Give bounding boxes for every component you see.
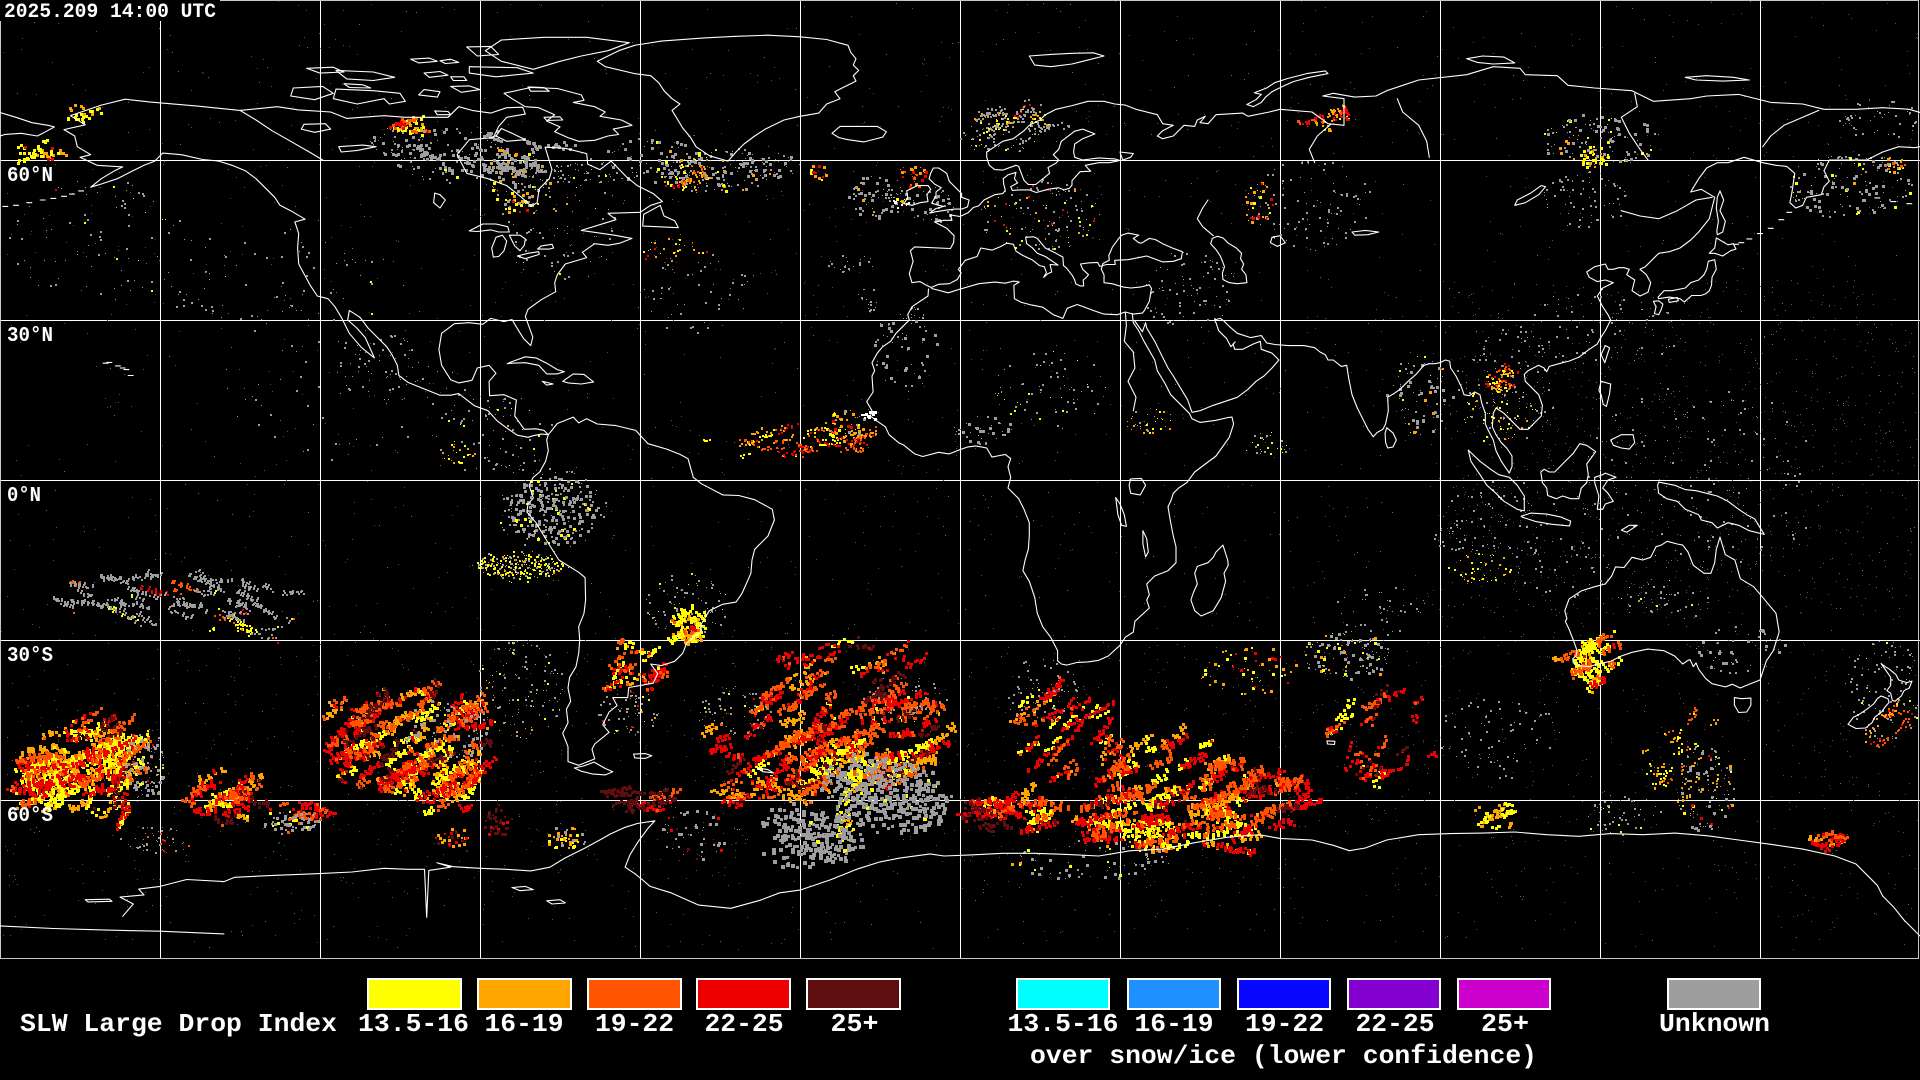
- svg-text:Unknown: Unknown: [1659, 1009, 1770, 1039]
- svg-text:22-25: 22-25: [1356, 1009, 1435, 1039]
- svg-text:16-19: 16-19: [485, 1009, 564, 1039]
- svg-text:13.5-16: 13.5-16: [1008, 1009, 1119, 1039]
- svg-text:30°N: 30°N: [7, 325, 53, 348]
- svg-text:60°S: 60°S: [7, 805, 53, 828]
- svg-text:13.5-16: 13.5-16: [358, 1009, 469, 1039]
- svg-text:60°N: 60°N: [7, 165, 53, 188]
- svg-text:22-25: 22-25: [705, 1009, 784, 1039]
- svg-text:SLW Large Drop Index: SLW Large Drop Index: [20, 1009, 337, 1039]
- svg-text:25+: 25+: [831, 1009, 879, 1039]
- svg-text:30°S: 30°S: [7, 645, 53, 668]
- svg-text:19-22: 19-22: [595, 1009, 674, 1039]
- svg-text:2025.209 14:00 UTC: 2025.209 14:00 UTC: [4, 1, 216, 24]
- svg-text:19-22: 19-22: [1245, 1009, 1324, 1039]
- svg-text:over snow/ice (lower confidenc: over snow/ice (lower confidence): [1030, 1041, 1537, 1071]
- svg-text:16-19: 16-19: [1135, 1009, 1214, 1039]
- svg-text:25+: 25+: [1481, 1009, 1529, 1039]
- svg-text:0°N: 0°N: [7, 485, 41, 508]
